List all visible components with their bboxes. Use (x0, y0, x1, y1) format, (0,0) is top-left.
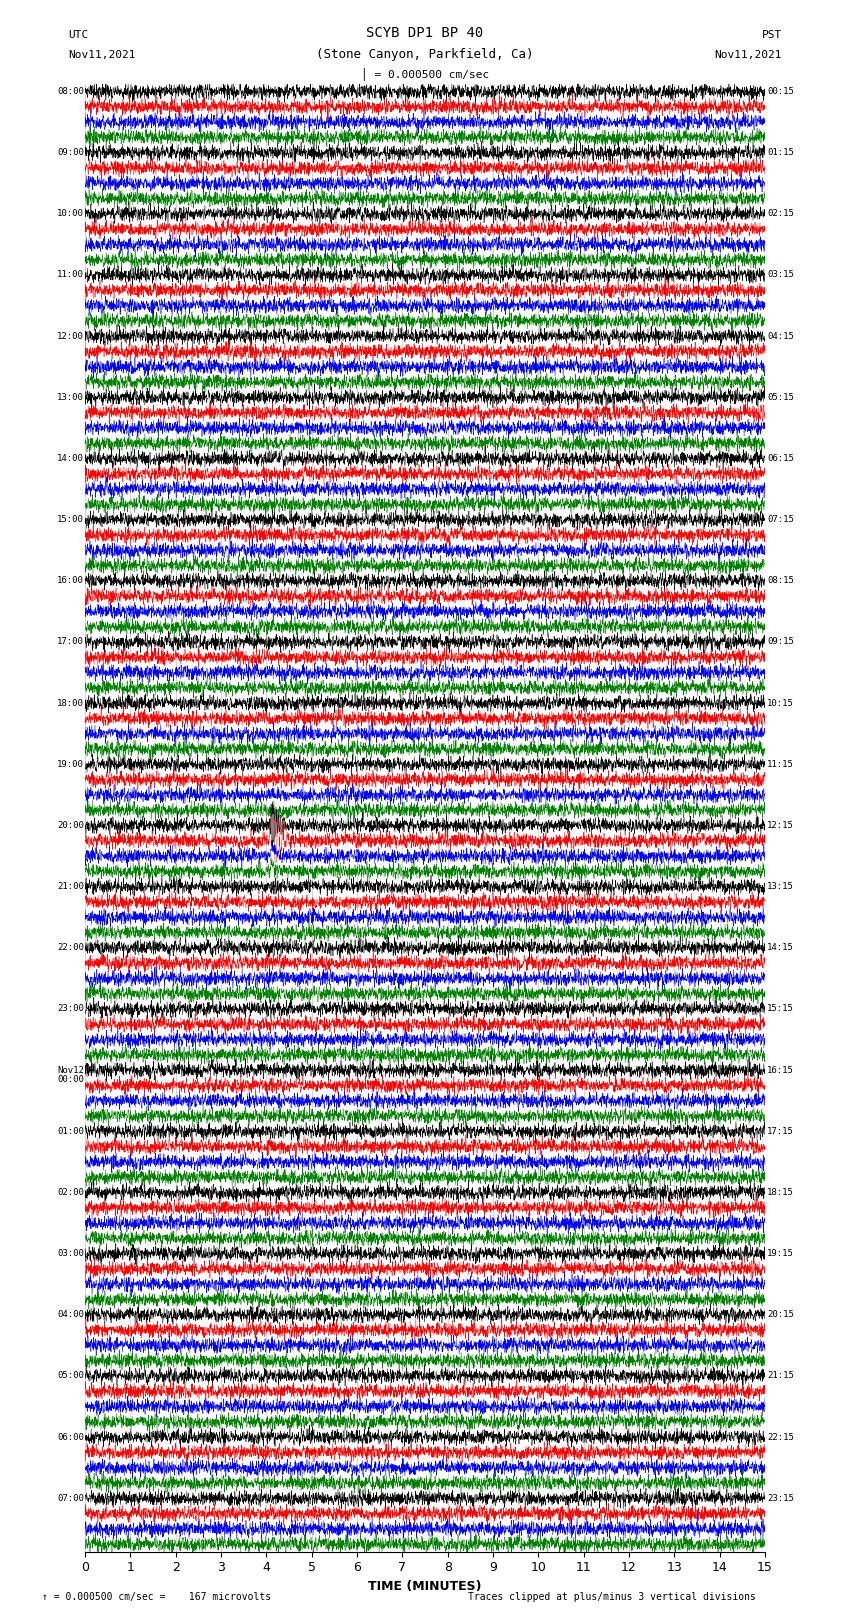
Text: 09:15: 09:15 (768, 637, 794, 647)
Text: 13:00: 13:00 (57, 394, 84, 402)
Text: 21:00: 21:00 (57, 882, 84, 890)
Text: 22:00: 22:00 (57, 944, 84, 952)
Text: 09:00: 09:00 (57, 148, 84, 156)
Text: 23:15: 23:15 (768, 1494, 794, 1503)
Text: 16:15: 16:15 (768, 1066, 794, 1074)
Text: 04:15: 04:15 (768, 332, 794, 340)
Text: 19:00: 19:00 (57, 760, 84, 769)
Text: 22:15: 22:15 (768, 1432, 794, 1442)
Text: 19:15: 19:15 (768, 1248, 794, 1258)
Text: 03:15: 03:15 (768, 271, 794, 279)
Text: 17:15: 17:15 (768, 1127, 794, 1136)
Text: 11:00: 11:00 (57, 271, 84, 279)
Text: Nov11,2021: Nov11,2021 (715, 50, 782, 60)
Text: 04:00: 04:00 (57, 1310, 84, 1319)
Text: 17:00: 17:00 (57, 637, 84, 647)
Text: 11:15: 11:15 (768, 760, 794, 769)
Text: PST: PST (762, 31, 782, 40)
Text: 12:15: 12:15 (768, 821, 794, 831)
Text: 14:15: 14:15 (768, 944, 794, 952)
Text: 15:00: 15:00 (57, 515, 84, 524)
Text: Traces clipped at plus/minus 3 vertical divisions: Traces clipped at plus/minus 3 vertical … (468, 1592, 756, 1602)
Text: ↑ = 0.000500 cm/sec =    167 microvolts: ↑ = 0.000500 cm/sec = 167 microvolts (42, 1592, 272, 1602)
Text: │ = 0.000500 cm/sec: │ = 0.000500 cm/sec (361, 68, 489, 81)
Text: 05:15: 05:15 (768, 394, 794, 402)
Text: 14:00: 14:00 (57, 453, 84, 463)
Text: 12:00: 12:00 (57, 332, 84, 340)
Text: 02:00: 02:00 (57, 1187, 84, 1197)
Text: 13:15: 13:15 (768, 882, 794, 890)
Text: 00:15: 00:15 (768, 87, 794, 97)
Text: Nov12: Nov12 (57, 1066, 84, 1074)
Text: 18:15: 18:15 (768, 1187, 794, 1197)
Text: 16:00: 16:00 (57, 576, 84, 586)
Text: SCYB DP1 BP 40: SCYB DP1 BP 40 (366, 26, 484, 40)
Text: 18:00: 18:00 (57, 698, 84, 708)
Text: 10:15: 10:15 (768, 698, 794, 708)
Text: 01:15: 01:15 (768, 148, 794, 156)
Text: 05:00: 05:00 (57, 1371, 84, 1381)
Text: 00:00: 00:00 (57, 1074, 84, 1084)
Text: 07:15: 07:15 (768, 515, 794, 524)
X-axis label: TIME (MINUTES): TIME (MINUTES) (368, 1581, 482, 1594)
Text: 06:00: 06:00 (57, 1432, 84, 1442)
Text: 03:00: 03:00 (57, 1248, 84, 1258)
Text: 21:15: 21:15 (768, 1371, 794, 1381)
Text: 08:00: 08:00 (57, 87, 84, 97)
Text: 20:15: 20:15 (768, 1310, 794, 1319)
Text: (Stone Canyon, Parkfield, Ca): (Stone Canyon, Parkfield, Ca) (316, 48, 534, 61)
Text: 23:00: 23:00 (57, 1005, 84, 1013)
Text: UTC: UTC (68, 31, 88, 40)
Text: 01:00: 01:00 (57, 1127, 84, 1136)
Text: 20:00: 20:00 (57, 821, 84, 831)
Text: 02:15: 02:15 (768, 210, 794, 218)
Text: Nov11,2021: Nov11,2021 (68, 50, 135, 60)
Text: 06:15: 06:15 (768, 453, 794, 463)
Text: 10:00: 10:00 (57, 210, 84, 218)
Text: 07:00: 07:00 (57, 1494, 84, 1503)
Text: 15:15: 15:15 (768, 1005, 794, 1013)
Text: 08:15: 08:15 (768, 576, 794, 586)
